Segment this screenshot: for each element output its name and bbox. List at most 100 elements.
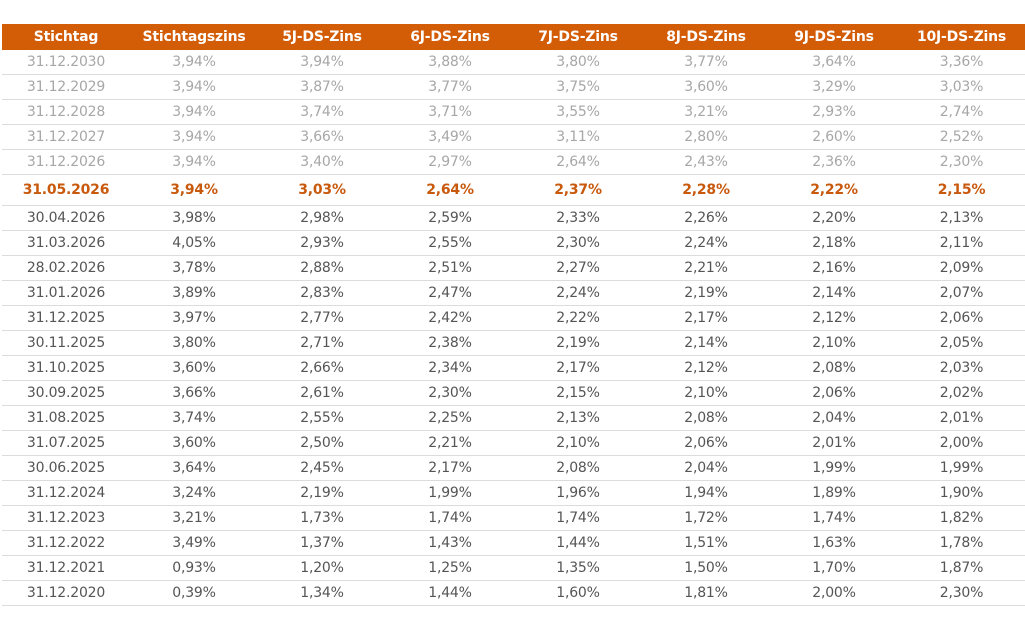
date-cell: 31.08.2025 (2, 405, 130, 431)
rate-cell: 2,98% (258, 205, 386, 231)
table-row: 31.12.2024 3,24% 2,19% 1,99% 1,96% 1,94% 1,89%… (2, 480, 1025, 506)
rate-cell: 1,96% (514, 480, 642, 506)
rate-cell: 1,99% (386, 480, 514, 506)
table-row: 31.10.2025 3,60% 2,66% 2,34% 2,17% 2,12% 2,08%… (2, 355, 1025, 381)
rate-cell: 2,11% (898, 230, 1025, 256)
interest-rate-table-container: Stichtag Stichtagszins 5J-DS-Zins 6J-DS-Zin… (2, 24, 1025, 606)
rate-cell: 2,00% (898, 430, 1025, 456)
rate-cell: 1,60% (514, 580, 642, 606)
rate-cell: 3,89% (130, 280, 258, 306)
rate-cell: 3,60% (642, 74, 770, 100)
rate-cell: 2,43% (642, 149, 770, 175)
rate-cell: 2,06% (642, 430, 770, 456)
rate-cell: 4,05% (130, 230, 258, 256)
table-row: 31.12.2023 3,21% 1,73% 1,74% 1,74% 1,72% 1,74%… (2, 505, 1025, 531)
rate-cell: 2,30% (898, 580, 1025, 606)
rate-cell: 2,27% (514, 255, 642, 281)
rate-cell: 3,94% (130, 174, 258, 206)
rate-cell: 2,05% (898, 330, 1025, 356)
rate-cell: 1,70% (770, 555, 898, 581)
rate-cell: 2,55% (386, 230, 514, 256)
rate-cell: 2,30% (898, 149, 1025, 175)
table-row: 31.12.2028 3,94% 3,74% 3,71% 3,55% 3,21% 2,93%… (2, 99, 1025, 125)
rate-cell: 2,13% (514, 405, 642, 431)
date-cell: 30.11.2025 (2, 330, 130, 356)
rate-cell: 1,74% (386, 505, 514, 531)
table-row: 31.12.2027 3,94% 3,66% 3,49% 3,11% 2,80% 2,60%… (2, 124, 1025, 150)
rate-cell: 2,47% (386, 280, 514, 306)
table-row: 31.08.2025 3,74% 2,55% 2,25% 2,13% 2,08% 2,04%… (2, 405, 1025, 431)
rate-cell: 2,01% (898, 405, 1025, 431)
rate-cell: 2,06% (770, 380, 898, 406)
date-cell: 31.12.2030 (2, 50, 130, 75)
column-header: Stichtagszins (130, 24, 258, 50)
date-cell: 31.07.2025 (2, 430, 130, 456)
rate-cell: 3,94% (130, 74, 258, 100)
rate-cell: 1,99% (770, 455, 898, 481)
rate-cell: 3,80% (130, 330, 258, 356)
rate-cell: 2,25% (386, 405, 514, 431)
table-row: 31.12.2030 3,94% 3,94% 3,88% 3,80% 3,77% 3,64%… (2, 50, 1025, 75)
column-header: 5J-DS-Zins (258, 24, 386, 50)
rate-cell: 2,14% (770, 280, 898, 306)
table-row: 31.01.2026 3,89% 2,83% 2,47% 2,24% 2,19% 2,14%… (2, 280, 1025, 306)
rate-cell: 2,07% (898, 280, 1025, 306)
column-header: 9J-DS-Zins (770, 24, 898, 50)
rate-cell: 1,72% (642, 505, 770, 531)
rate-cell: 2,19% (514, 330, 642, 356)
rate-cell: 2,88% (258, 255, 386, 281)
date-cell: 31.12.2026 (2, 149, 130, 175)
rate-cell: 2,15% (898, 174, 1025, 206)
table-row: 31.12.2020 0,39% 1,34% 1,44% 1,60% 1,81% 2,00%… (2, 580, 1025, 606)
rate-cell: 2,66% (258, 355, 386, 381)
rate-cell: 3,71% (386, 99, 514, 125)
table-row-current: 31.05.2026 3,94% 3,03% 2,64% 2,37% 2,28% 2,22%… (2, 174, 1025, 206)
rate-cell: 1,63% (770, 530, 898, 556)
rate-cell: 2,93% (258, 230, 386, 256)
rate-cell: 2,61% (258, 380, 386, 406)
rate-cell: 3,21% (642, 99, 770, 125)
rate-cell: 1,99% (898, 455, 1025, 481)
rate-cell: 3,24% (130, 480, 258, 506)
table-row: 31.12.2021 0,93% 1,20% 1,25% 1,35% 1,50% 1,70%… (2, 555, 1025, 581)
rate-cell: 2,28% (642, 174, 770, 206)
rate-cell: 3,11% (514, 124, 642, 150)
rate-cell: 1,37% (258, 530, 386, 556)
rate-cell: 1,73% (258, 505, 386, 531)
rate-cell: 2,19% (642, 280, 770, 306)
date-cell: 31.10.2025 (2, 355, 130, 381)
table-header: Stichtag Stichtagszins 5J-DS-Zins 6J-DS-Zin… (2, 24, 1025, 50)
rate-cell: 2,45% (258, 455, 386, 481)
rate-cell: 2,14% (642, 330, 770, 356)
table-row: 31.03.2026 4,05% 2,93% 2,55% 2,30% 2,24% 2,18%… (2, 230, 1025, 256)
rate-cell: 1,44% (386, 580, 514, 606)
rate-cell: 2,55% (258, 405, 386, 431)
rate-cell: 3,94% (130, 99, 258, 125)
rate-cell: 2,03% (898, 355, 1025, 381)
rate-cell: 3,64% (770, 50, 898, 75)
rate-cell: 2,50% (258, 430, 386, 456)
rate-cell: 2,26% (642, 205, 770, 231)
rate-cell: 0,39% (130, 580, 258, 606)
rate-cell: 3,29% (770, 74, 898, 100)
rate-cell: 2,97% (386, 149, 514, 175)
table-row: 31.12.2026 3,94% 3,40% 2,97% 2,64% 2,43% 2,36%… (2, 149, 1025, 175)
table-row: 31.07.2025 3,60% 2,50% 2,21% 2,10% 2,06% 2,01%… (2, 430, 1025, 456)
rate-cell: 3,94% (130, 149, 258, 175)
rate-cell: 1,74% (770, 505, 898, 531)
rate-cell: 3,98% (130, 205, 258, 231)
rate-cell: 2,12% (770, 305, 898, 331)
rate-cell: 3,94% (130, 50, 258, 75)
rate-cell: 1,50% (642, 555, 770, 581)
rate-cell: 2,10% (642, 380, 770, 406)
rate-cell: 3,64% (130, 455, 258, 481)
rate-cell: 2,20% (770, 205, 898, 231)
rate-cell: 2,04% (642, 455, 770, 481)
rate-cell: 3,78% (130, 255, 258, 281)
rate-cell: 2,22% (770, 174, 898, 206)
rate-cell: 2,59% (386, 205, 514, 231)
rate-cell: 2,17% (386, 455, 514, 481)
rate-cell: 3,21% (130, 505, 258, 531)
rate-cell: 1,25% (386, 555, 514, 581)
rate-cell: 2,42% (386, 305, 514, 331)
